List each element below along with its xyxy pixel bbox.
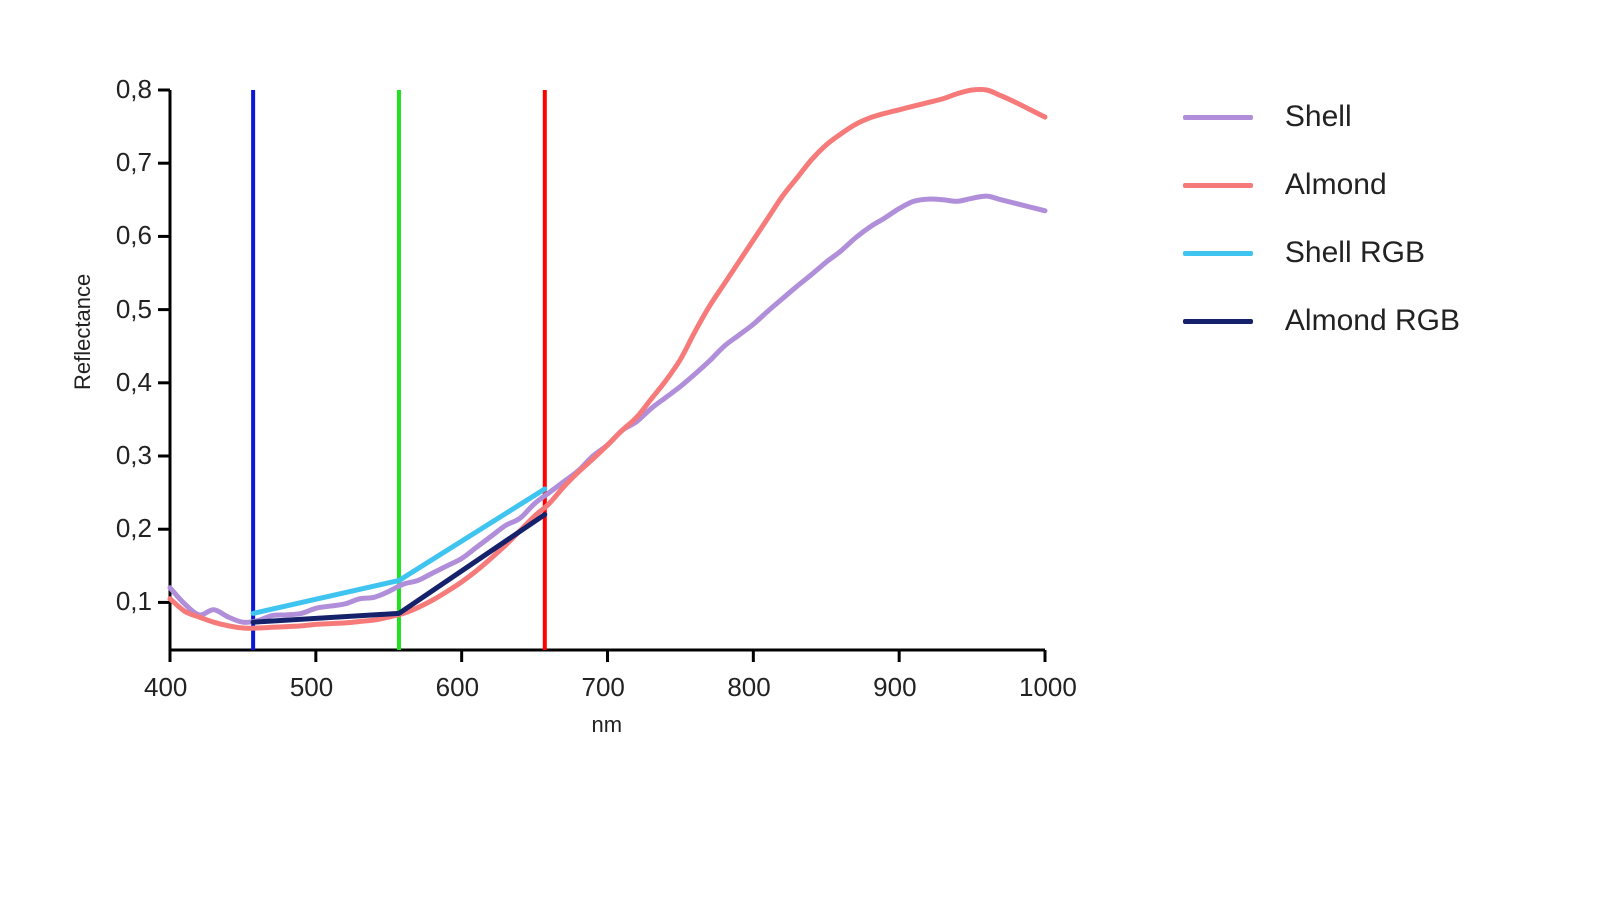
legend-swatch bbox=[1183, 115, 1253, 120]
legend-label: Almond bbox=[1285, 168, 1387, 202]
reflectance-spectra-chart: Reflectance nm Shell Almond Shell RGB Al… bbox=[0, 0, 1600, 900]
legend-item-shell: Shell bbox=[1183, 100, 1460, 134]
y-tick-label: 0,8 bbox=[116, 74, 152, 105]
legend-item-almond-rgb: Almond RGB bbox=[1183, 304, 1460, 338]
y-tick-label: 0,6 bbox=[116, 220, 152, 251]
x-tick-label: 600 bbox=[436, 672, 479, 703]
legend: Shell Almond Shell RGB Almond RGB bbox=[1183, 100, 1460, 372]
legend-swatch bbox=[1183, 251, 1253, 256]
y-tick-label: 0,3 bbox=[116, 440, 152, 471]
y-tick-label: 0,5 bbox=[116, 294, 152, 325]
axes bbox=[170, 90, 1045, 650]
y-tick-label: 0,1 bbox=[116, 586, 152, 617]
x-tick-label: 500 bbox=[290, 672, 333, 703]
x-tick-label: 700 bbox=[582, 672, 625, 703]
x-tick-label: 800 bbox=[727, 672, 770, 703]
y-tick-label: 0,2 bbox=[116, 513, 152, 544]
legend-item-almond: Almond bbox=[1183, 168, 1460, 202]
legend-swatch bbox=[1183, 319, 1253, 324]
y-axis-title: Reflectance bbox=[70, 274, 96, 390]
series-almond bbox=[170, 89, 1045, 628]
y-tick-label: 0,4 bbox=[116, 367, 152, 398]
legend-item-shell-rgb: Shell RGB bbox=[1183, 236, 1460, 270]
legend-label: Shell bbox=[1285, 100, 1352, 134]
x-tick-label: 900 bbox=[873, 672, 916, 703]
x-tick-label: 1000 bbox=[1019, 672, 1077, 703]
legend-label: Almond RGB bbox=[1285, 304, 1460, 338]
legend-swatch bbox=[1183, 183, 1253, 188]
legend-label: Shell RGB bbox=[1285, 236, 1425, 270]
x-axis-title: nm bbox=[592, 712, 623, 738]
y-tick-label: 0,7 bbox=[116, 147, 152, 178]
x-tick-label: 400 bbox=[144, 672, 187, 703]
series-shell bbox=[170, 196, 1045, 622]
